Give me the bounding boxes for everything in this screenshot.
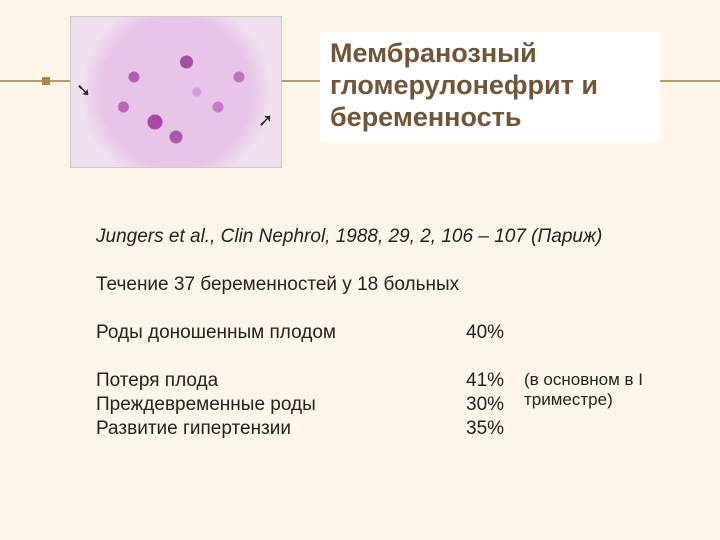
bullet-square xyxy=(42,77,50,85)
stat-row: Преждевременные роды 30% xyxy=(96,394,696,416)
stat-label: Развитие гипертензии xyxy=(96,418,291,439)
stat-row: Развитие гипертензии 35% xyxy=(96,418,696,440)
stat-label: Преждевременные роды xyxy=(96,394,316,415)
slide-title: Мембранозный гломерулонефрит и беременно… xyxy=(320,32,660,142)
stat-label: Потеря плода xyxy=(96,370,218,391)
stat-value: 30% xyxy=(466,394,504,416)
stat-value: 41% xyxy=(466,370,504,392)
histology-image xyxy=(70,16,282,168)
subtitle-text: Течение 37 беременностей у 18 больных xyxy=(96,274,459,296)
stat-value: 35% xyxy=(466,418,504,440)
stat-row: Роды доношенным плодом 40% xyxy=(96,322,696,344)
stat-value: 40% xyxy=(466,322,504,344)
stat-label: Роды доношенным плодом xyxy=(96,322,336,343)
citation-text: Jungers et al., Clin Nephrol, 1988, 29, … xyxy=(96,226,602,248)
slide: ➘ ➚ Мембранозный гломерулонефрит и берем… xyxy=(0,0,720,540)
stat-row: Потеря плода 41% (в основном в I тримест… xyxy=(96,370,696,392)
